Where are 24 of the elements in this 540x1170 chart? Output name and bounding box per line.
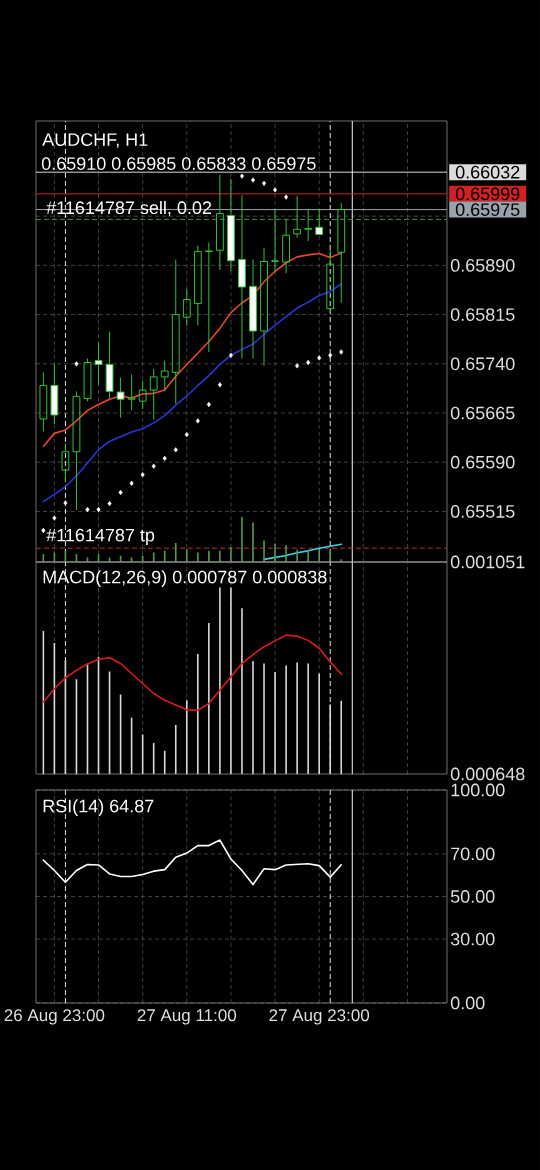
ref-line-label: 0.66032 xyxy=(455,165,520,179)
y-tick-label: 50.00 xyxy=(450,890,495,903)
y-tick-label: 0.65740 xyxy=(450,357,515,371)
x-tick-label: 26 Aug 23:00 xyxy=(4,1009,105,1025)
chart-title: RSI(14) 64.87 xyxy=(43,799,154,816)
chart-title: MACD(12,26,9) 0.000787 0.000838 xyxy=(43,570,327,587)
ref-line-label: 0.65975 xyxy=(455,203,520,216)
y-tick-label: 30.00 xyxy=(450,932,495,946)
x-tick-label: 27 Aug 11:00 xyxy=(137,1009,237,1025)
y-tick-label: 0.000648 xyxy=(450,767,525,781)
ref-line-label: 0.65999 xyxy=(455,187,520,201)
x-tick-label: 27 Aug 23:00 xyxy=(269,1009,370,1025)
y-tick-label: 0.00 xyxy=(450,996,485,1010)
y-tick-label: 0.001051 xyxy=(450,555,525,569)
y-tick-label: 70.00 xyxy=(451,847,495,861)
y-tick-label: 100.00 xyxy=(451,783,505,797)
text: 0.65910 0.65985 0.65833 0.65975 xyxy=(41,157,316,170)
y-tick-label: 0.65515 xyxy=(450,505,515,518)
text: AUDCHF, H1 xyxy=(42,133,148,149)
ref-line-label: #11614787 tp xyxy=(46,528,155,546)
y-tick-label: 0.65890 xyxy=(450,258,515,272)
y-tick-label: 0.65665 xyxy=(450,406,515,420)
y-tick-label: 0.65815 xyxy=(450,308,515,321)
y-tick-label: 0.65590 xyxy=(450,455,515,469)
